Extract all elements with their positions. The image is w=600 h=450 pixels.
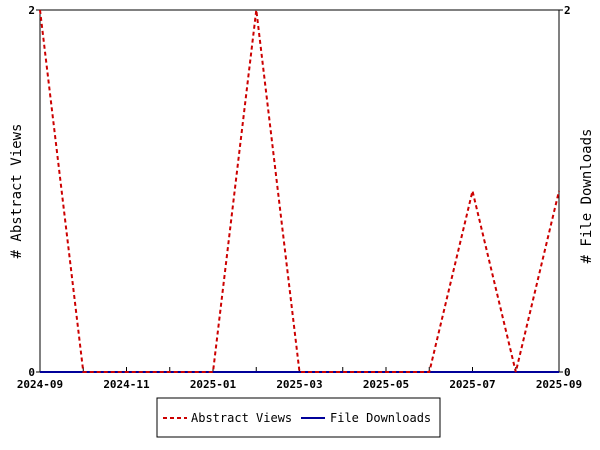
legend-label-abstract-views: Abstract Views xyxy=(191,411,292,425)
tick-labels: 2024-09 2024-11 2025-01 2025-03 2025-05 2025-… xyxy=(17,4,582,391)
series-lines xyxy=(39,9,560,373)
y-right-tick-label-0: 0 xyxy=(564,366,571,379)
x-tick-label-2025-01: 2025-01 xyxy=(190,378,237,391)
x-tick-label-2025-09: 2025-09 xyxy=(536,378,582,391)
legend-box xyxy=(156,397,441,438)
legend-label-file-downloads: File Downloads xyxy=(330,411,431,425)
series-line-abstract-views xyxy=(39,9,560,373)
legend: Abstract Views File Downloads xyxy=(156,397,441,438)
x-tick-label-2024-09: 2024-09 xyxy=(17,378,63,391)
x-tick-label-2025-03: 2025-03 xyxy=(276,378,322,391)
x-tick-label-2025-07: 2025-07 xyxy=(449,378,495,391)
y-axis-right-title: # File Downloads xyxy=(579,129,595,264)
y-right-tick-label-2: 2 xyxy=(564,4,571,17)
x-tick-label-2024-11: 2024-11 xyxy=(103,378,150,391)
x-tick-label-2025-05: 2025-05 xyxy=(363,378,409,391)
y-left-tick-label-0: 0 xyxy=(28,366,35,379)
plot-area xyxy=(39,9,560,373)
y-axis-left-title: # Abstract Views xyxy=(9,124,25,259)
y-left-tick-label-2: 2 xyxy=(28,4,35,17)
